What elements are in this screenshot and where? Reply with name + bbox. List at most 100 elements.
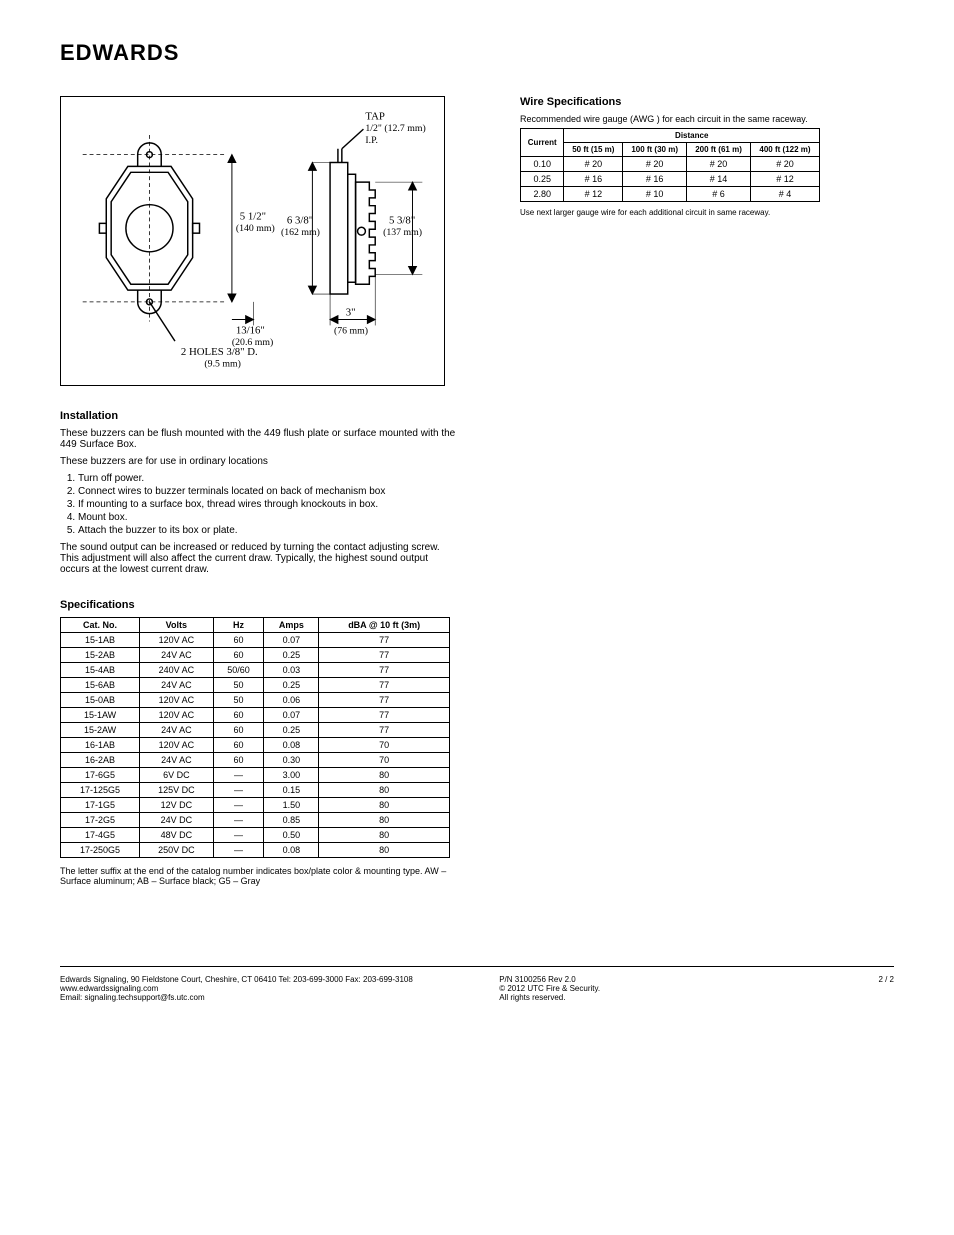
table-cell: 0.25 <box>264 678 319 693</box>
table-row: 16-1AB120V AC600.0870 <box>61 738 450 753</box>
table-cell: 80 <box>319 828 450 843</box>
table-cell: — <box>213 798 264 813</box>
table-cell: 0.08 <box>264 738 319 753</box>
table-cell: 240V AC <box>140 663 213 678</box>
table-cell: # 4 <box>750 187 819 202</box>
table-cell: 80 <box>319 813 450 828</box>
brand-logo: EDWARDS <box>60 40 894 66</box>
table-cell: 0.08 <box>264 843 319 858</box>
table-row: 0.10# 20# 20# 20# 20 <box>521 157 820 172</box>
table-header-row: Current Distance <box>521 129 820 143</box>
table-cell: # 20 <box>623 157 687 172</box>
wire-note: Use next larger gauge wire for each addi… <box>520 208 820 217</box>
table-cell: 77 <box>319 663 450 678</box>
table-cell: 15-0AB <box>61 693 140 708</box>
table-cell: 24V AC <box>140 753 213 768</box>
table-cell: # 12 <box>564 187 623 202</box>
table-row: 17-2G524V DC—0.8580 <box>61 813 450 828</box>
diagram-label: 5 3/8" <box>389 214 415 226</box>
table-cell: 0.07 <box>264 708 319 723</box>
dimension-diagram: TAP 1/2" (12.7 mm) I.P. 5 1/2" (140 mm) … <box>60 96 445 386</box>
table-cell: 15-4AB <box>61 663 140 678</box>
table-cell: 120V AC <box>140 738 213 753</box>
diagram-label: (162 mm) <box>281 227 320 238</box>
table-cell: — <box>213 768 264 783</box>
footer-left: Edwards Signaling, 90 Fieldstone Court, … <box>60 975 439 1002</box>
table-cell: 15-2AB <box>61 648 140 663</box>
table-row: 15-2AW24V AC600.2577 <box>61 723 450 738</box>
table-cell: # 20 <box>564 157 623 172</box>
diagram-label: 2 HOLES 3/8" D. <box>181 346 258 358</box>
table-cell: 77 <box>319 693 450 708</box>
table-header: Amps <box>264 618 319 633</box>
table-cell: 60 <box>213 633 264 648</box>
installation-section: Installation These buzzers can be flush … <box>60 410 460 575</box>
table-cell: 6V DC <box>140 768 213 783</box>
table-cell: 0.25 <box>264 723 319 738</box>
table-cell: 0.30 <box>264 753 319 768</box>
table-cell: 77 <box>319 648 450 663</box>
table-cell: 77 <box>319 723 450 738</box>
table-row: 15-1AB120V AC600.0777 <box>61 633 450 648</box>
table-row: 2.80# 12# 10# 6# 4 <box>521 187 820 202</box>
table-row: 0.25# 16# 16# 14# 12 <box>521 172 820 187</box>
diagram-label: 3" <box>346 307 356 319</box>
table-header: 400 ft (122 m) <box>750 143 819 157</box>
table-cell: 24V AC <box>140 648 213 663</box>
install-step: Mount box. <box>78 512 460 523</box>
table-cell: 77 <box>319 633 450 648</box>
table-cell: 17-250G5 <box>61 843 140 858</box>
footer-mid: P/N 3100256 Rev 2.0 © 2012 UTC Fire & Se… <box>439 975 878 1002</box>
table-cell: 2.80 <box>521 187 564 202</box>
table-cell: 120V AC <box>140 708 213 723</box>
spec-table: Cat. No. Volts Hz Amps dBA @ 10 ft (3m) … <box>60 617 450 858</box>
diagram-label: (137 mm) <box>383 227 422 238</box>
table-cell: 60 <box>213 708 264 723</box>
table-cell: 120V AC <box>140 633 213 648</box>
diagram-label: TAP <box>365 110 385 122</box>
right-column: Wire Specifications Recommended wire gau… <box>520 96 894 217</box>
table-row: 17-4G548V DC—0.5080 <box>61 828 450 843</box>
table-cell: 17-4G5 <box>61 828 140 843</box>
table-header: Distance <box>564 129 820 143</box>
table-cell: # 16 <box>623 172 687 187</box>
table-header-row: Cat. No. Volts Hz Amps dBA @ 10 ft (3m) <box>61 618 450 633</box>
footer-rights: All rights reserved. <box>499 993 878 1002</box>
install-steps: Turn off power. Connect wires to buzzer … <box>60 473 460 536</box>
footer-company: Edwards Signaling, 90 Fieldstone Court, … <box>60 975 439 984</box>
table-cell: 0.15 <box>264 783 319 798</box>
install-step: Turn off power. <box>78 473 460 484</box>
table-row: 15-2AB24V AC600.2577 <box>61 648 450 663</box>
table-row: 16-2AB24V AC600.3070 <box>61 753 450 768</box>
table-cell: 0.25 <box>521 172 564 187</box>
install-p2: These buzzers are for use in ordinary lo… <box>60 456 460 467</box>
table-cell: 77 <box>319 708 450 723</box>
table-cell: 50 <box>213 693 264 708</box>
table-cell: 250V DC <box>140 843 213 858</box>
table-cell: 1.50 <box>264 798 319 813</box>
table-cell: 80 <box>319 843 450 858</box>
diagram-label: 6 3/8" <box>287 214 313 226</box>
table-cell: 16-1AB <box>61 738 140 753</box>
table-cell: 15-1AB <box>61 633 140 648</box>
table-cell: 0.10 <box>521 157 564 172</box>
footer-copyright: © 2012 UTC Fire & Security. <box>499 984 878 993</box>
table-cell: 0.03 <box>264 663 319 678</box>
page-footer: Edwards Signaling, 90 Fieldstone Court, … <box>60 966 894 1002</box>
table-row: 17-6G56V DC—3.0080 <box>61 768 450 783</box>
table-cell: 50/60 <box>213 663 264 678</box>
table-cell: 70 <box>319 753 450 768</box>
footer-page: 2 / 2 <box>878 975 894 1002</box>
installation-heading: Installation <box>60 410 460 422</box>
table-cell: 120V AC <box>140 693 213 708</box>
table-cell: 70 <box>319 738 450 753</box>
table-cell: 125V DC <box>140 783 213 798</box>
table-header-row: 50 ft (15 m) 100 ft (30 m) 200 ft (61 m)… <box>521 143 820 157</box>
table-cell: 17-2G5 <box>61 813 140 828</box>
table-header: Current <box>521 129 564 157</box>
table-cell: — <box>213 828 264 843</box>
table-row: 15-1AW120V AC600.0777 <box>61 708 450 723</box>
table-cell: 60 <box>213 648 264 663</box>
table-row: 15-4AB240V AC50/600.0377 <box>61 663 450 678</box>
table-cell: 0.06 <box>264 693 319 708</box>
